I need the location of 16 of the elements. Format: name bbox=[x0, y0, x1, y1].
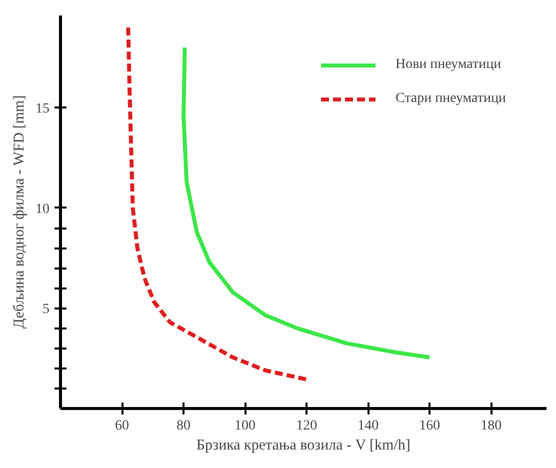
x-tick-label: 140 bbox=[358, 418, 379, 434]
y-tick-label: 10 bbox=[36, 202, 50, 217]
legend-label: Стари пнеуматици bbox=[395, 91, 506, 107]
x-tick-label: 160 bbox=[419, 418, 440, 434]
x-tick-label: 60 bbox=[115, 418, 130, 434]
x-tick-label: 180 bbox=[480, 418, 502, 434]
x-tick-label: 100 bbox=[234, 418, 256, 434]
legend-label: Нови пнеуматици bbox=[395, 57, 502, 73]
y-tick-label: 15 bbox=[36, 102, 50, 117]
x-tick-label: 120 bbox=[296, 418, 318, 434]
y-tick-label: 5 bbox=[42, 302, 50, 318]
y-axis-title: Дебљина водног филма - WFD [mm] bbox=[12, 95, 28, 329]
line-series bbox=[182, 46, 432, 360]
line-series bbox=[126, 26, 309, 382]
x-tick-label: 80 bbox=[176, 418, 191, 434]
x-axis-title: Брзика кретања возила - V [km/h] bbox=[196, 438, 410, 454]
